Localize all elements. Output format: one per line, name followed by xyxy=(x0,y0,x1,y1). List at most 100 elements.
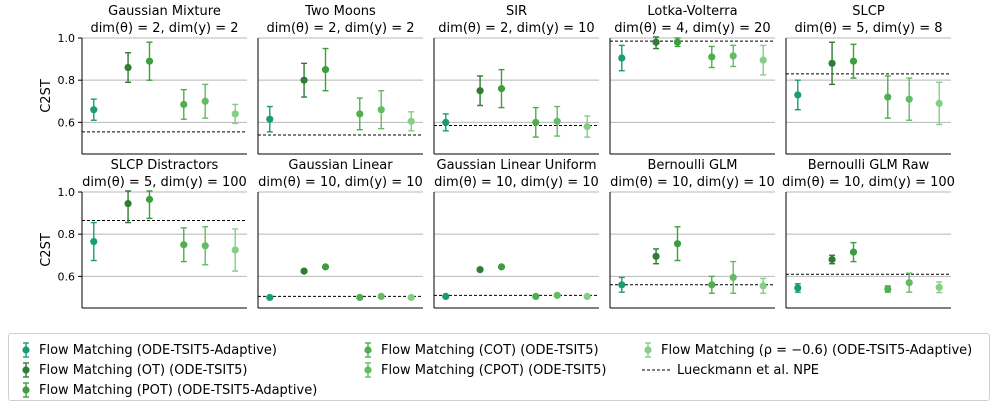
y-axis-label-row-1: C2ST xyxy=(39,233,54,267)
data-point-method-0 xyxy=(266,293,274,302)
data-point-method-4 xyxy=(201,226,209,266)
data-point-method-5 xyxy=(231,103,239,125)
data-point-method-0 xyxy=(90,98,98,121)
data-point-method-2 xyxy=(497,263,506,271)
panel-6: SLCP Distractors dim(θ) = 5, dim(y) = 100… xyxy=(58,158,247,309)
point-marker xyxy=(532,292,540,300)
point-marker xyxy=(553,291,561,299)
panel-title: Lotka-Volterra xyxy=(647,4,737,19)
point-marker xyxy=(407,293,415,302)
panel-subtitle: dim(θ) = 2, dim(y) = 2 xyxy=(90,21,238,36)
panel-8: Gaussian Linear Uniform dim(θ) = 10, dim(… xyxy=(433,158,599,309)
legend-item-method-4: Flow Matching (CPOT) (ODE-TSIT5) xyxy=(361,360,606,380)
panel-3: SIR dim(θ) = 2, dim(y) = 10 xyxy=(433,4,599,155)
data-point-method-3 xyxy=(180,88,188,120)
panel-2: Two Moons dim(θ) = 2, dim(y) = 2 xyxy=(257,4,423,155)
panel-7: Gaussian Linear dim(θ) = 10, dim(y) = 10 xyxy=(257,158,423,309)
data-point-method-1 xyxy=(476,75,484,107)
figure: C2ST C2ST Gaussian Mixture dim(θ) = 2, dim(… xyxy=(39,4,955,309)
point-marker xyxy=(90,106,98,114)
point-marker xyxy=(377,106,385,114)
data-point-method-4 xyxy=(553,291,561,299)
point-marker xyxy=(935,99,943,107)
y-tick-label: 1.0 xyxy=(58,32,76,45)
legend-dot xyxy=(364,366,372,374)
point-marker xyxy=(759,56,767,64)
y-tick-label: 0.6 xyxy=(58,116,76,129)
data-point-method-0 xyxy=(442,113,450,132)
data-point-method-3 xyxy=(532,106,540,138)
data-point-method-2 xyxy=(673,37,682,48)
panel-subtitle: dim(θ) = 2, dim(y) = 2 xyxy=(266,21,414,36)
data-point-method-5 xyxy=(759,44,767,76)
legend-label-5: Flow Matching (ρ = −0.6) (ODE-TSIT5-Adap… xyxy=(661,342,973,358)
data-point-method-5 xyxy=(935,281,943,294)
legend-item-method-5: Flow Matching (ρ = −0.6) (ODE-TSIT5-Adap… xyxy=(641,340,972,360)
point-marker xyxy=(618,54,626,62)
point-marker xyxy=(124,63,132,72)
point-marker xyxy=(652,38,660,46)
data-point-method-0 xyxy=(618,276,626,293)
data-point-method-1 xyxy=(652,248,660,265)
point-marker xyxy=(905,95,913,103)
legend-item-reference: Lueckmann et al. NPE xyxy=(641,360,819,380)
data-point-method-0 xyxy=(90,221,98,262)
data-point-method-2 xyxy=(321,263,330,271)
point-marker xyxy=(532,118,540,126)
panel-5: SLCP dim(θ) = 5, dim(y) = 8 xyxy=(785,4,951,155)
point-marker xyxy=(476,266,484,274)
point-marker xyxy=(145,57,154,65)
point-marker xyxy=(673,38,682,46)
legend-item-method-1: Flow Matching (OT) (ODE-TSIT5) xyxy=(19,360,248,380)
point-marker xyxy=(759,282,767,290)
data-point-method-1 xyxy=(124,190,132,224)
point-marker xyxy=(849,57,858,65)
legend-dot xyxy=(22,366,30,374)
data-point-method-0 xyxy=(618,44,626,72)
data-point-method-2 xyxy=(145,190,154,220)
point-marker xyxy=(708,281,716,289)
panel-title: Gaussian Mixture xyxy=(108,4,221,19)
legend-marker-5 xyxy=(644,342,652,358)
panel-1: Gaussian Mixture dim(θ) = 2, dim(y) = 2 0.… xyxy=(58,4,247,155)
legend-marker-1 xyxy=(22,362,30,378)
panel-title: SLCP Distractors xyxy=(111,158,219,173)
data-point-method-4 xyxy=(729,44,737,68)
panel-subtitle: dim(θ) = 5, dim(y) = 100 xyxy=(82,175,247,190)
point-marker xyxy=(583,122,591,131)
y-tick-label: 0.8 xyxy=(58,74,76,87)
data-point-method-3 xyxy=(356,97,364,131)
data-point-method-5 xyxy=(407,293,415,302)
point-marker xyxy=(145,195,154,203)
data-point-method-2 xyxy=(145,41,154,81)
point-marker xyxy=(180,241,188,249)
point-marker xyxy=(935,283,943,291)
legend-marker-0 xyxy=(22,342,30,358)
y-tick-label: 1.0 xyxy=(58,186,76,199)
panel-subtitle: dim(θ) = 4, dim(y) = 20 xyxy=(614,21,770,36)
point-marker xyxy=(553,117,561,125)
data-point-method-1 xyxy=(124,52,132,83)
data-point-method-5 xyxy=(231,228,239,272)
data-point-method-2 xyxy=(321,47,330,92)
point-marker xyxy=(905,279,913,287)
data-point-method-5 xyxy=(583,292,591,300)
panel-title: Gaussian Linear xyxy=(288,158,393,173)
data-point-method-4 xyxy=(905,77,913,121)
panel-title: SIR xyxy=(506,4,527,19)
point-marker xyxy=(407,117,415,125)
data-point-method-5 xyxy=(759,277,767,294)
legend-marker-4 xyxy=(364,362,372,378)
point-marker xyxy=(828,59,836,67)
point-marker xyxy=(652,252,660,260)
legend-dot xyxy=(364,346,372,354)
panel-title: Gaussian Linear Uniform xyxy=(437,158,597,173)
data-point-method-4 xyxy=(905,272,913,293)
legend-reference-line xyxy=(642,369,670,371)
panel-subtitle: dim(θ) = 10, dim(y) = 10 xyxy=(610,175,775,190)
data-point-method-1 xyxy=(300,62,308,98)
data-point-method-1 xyxy=(300,267,308,275)
data-point-method-2 xyxy=(497,68,506,109)
legend-dot xyxy=(644,346,652,354)
panel-subtitle: dim(θ) = 10, dim(y) = 10 xyxy=(258,175,423,190)
